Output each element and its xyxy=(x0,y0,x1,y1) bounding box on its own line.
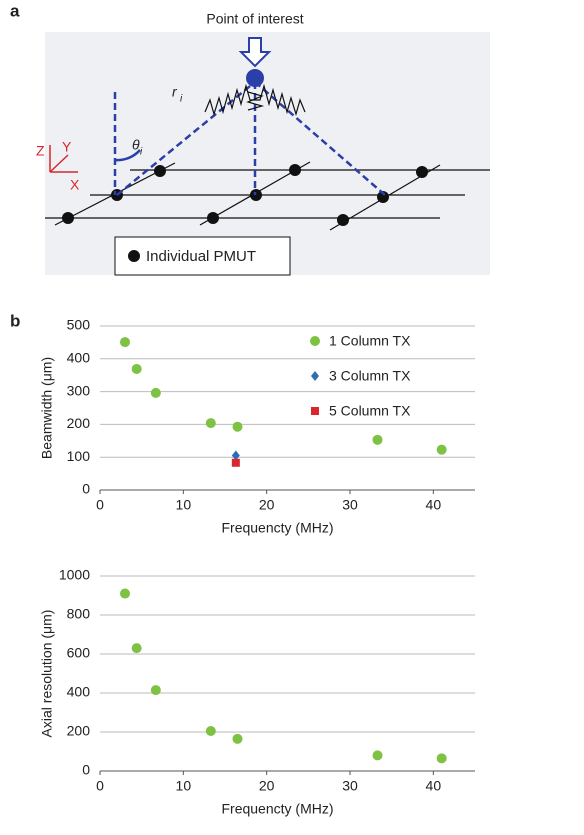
marker xyxy=(310,336,320,346)
arrow xyxy=(238,37,272,68)
marker xyxy=(120,337,130,348)
marker xyxy=(150,685,161,696)
theta-label: θ xyxy=(132,137,140,153)
x-tick-label: 30 xyxy=(342,497,358,513)
legend-label: 1 Column TX xyxy=(329,333,411,349)
marker xyxy=(205,726,216,737)
axis-z: Z xyxy=(36,143,45,159)
x-tick-label: 40 xyxy=(426,778,442,794)
marker xyxy=(436,753,447,764)
y-tick-label: 500 xyxy=(67,317,91,333)
marker xyxy=(232,421,243,432)
marker xyxy=(231,458,240,467)
y-tick-label: 300 xyxy=(67,382,91,398)
y-tick-label: 100 xyxy=(67,448,91,464)
marker xyxy=(436,444,447,455)
legend-box xyxy=(114,236,291,276)
marker xyxy=(232,733,243,744)
y-tick-label: 0 xyxy=(82,762,90,778)
y-tick-label: 600 xyxy=(67,645,91,661)
x-tick-label: 0 xyxy=(96,497,104,513)
axes-icon xyxy=(49,145,78,173)
y-tick-label: 200 xyxy=(67,415,91,431)
diagram-bg xyxy=(45,32,490,275)
y-axis-label: Beamwidth (μm) xyxy=(39,357,55,459)
angle-arc xyxy=(114,149,141,162)
marker xyxy=(311,407,319,415)
ray-lines xyxy=(113,81,386,196)
marker xyxy=(311,371,319,381)
axis-y: Y xyxy=(62,139,72,155)
panel-label: a xyxy=(10,1,20,20)
axis-x: X xyxy=(70,177,80,193)
marker xyxy=(131,363,142,374)
x-tick-label: 40 xyxy=(426,497,442,513)
marker xyxy=(231,450,240,461)
r-label: r xyxy=(172,84,178,100)
y-axis-label: Axial resolution (μm) xyxy=(39,610,55,738)
focus-point xyxy=(246,69,264,87)
marker xyxy=(205,418,216,429)
legend-text: Individual PMUT xyxy=(146,248,256,265)
legend-label: 3 Column TX xyxy=(329,368,411,384)
marker xyxy=(372,434,383,445)
wave xyxy=(246,91,265,111)
x-axis-label: Frequencty (MHz) xyxy=(221,520,333,536)
y-tick-label: 400 xyxy=(67,350,91,366)
x-tick-label: 30 xyxy=(342,778,358,794)
marker xyxy=(150,387,161,398)
x-tick-label: 0 xyxy=(96,778,104,794)
marker xyxy=(131,643,142,654)
x-axis-label: Frequencty (MHz) xyxy=(221,801,333,817)
x-tick-label: 20 xyxy=(259,778,275,794)
y-tick-label: 400 xyxy=(67,684,91,700)
marker xyxy=(372,750,383,761)
diagram: Point of interest r i θ i Z Y X Individu… xyxy=(36,11,490,276)
r-sub: i xyxy=(180,94,183,105)
y-tick-label: 800 xyxy=(67,606,91,622)
panel-label: b xyxy=(10,311,20,330)
y-tick-label: 200 xyxy=(67,723,91,739)
x-tick-label: 10 xyxy=(176,778,192,794)
wave xyxy=(204,83,306,117)
y-tick-label: 1000 xyxy=(59,567,90,583)
theta-sub: i xyxy=(140,147,143,158)
y-tick-label: 0 xyxy=(82,481,90,497)
annotation: Point of interest xyxy=(206,11,303,27)
legend-dot xyxy=(128,250,140,262)
marker xyxy=(120,588,130,599)
x-tick-label: 20 xyxy=(259,497,275,513)
x-tick-label: 10 xyxy=(176,497,192,513)
legend-label: 5 Column TX xyxy=(329,403,411,419)
